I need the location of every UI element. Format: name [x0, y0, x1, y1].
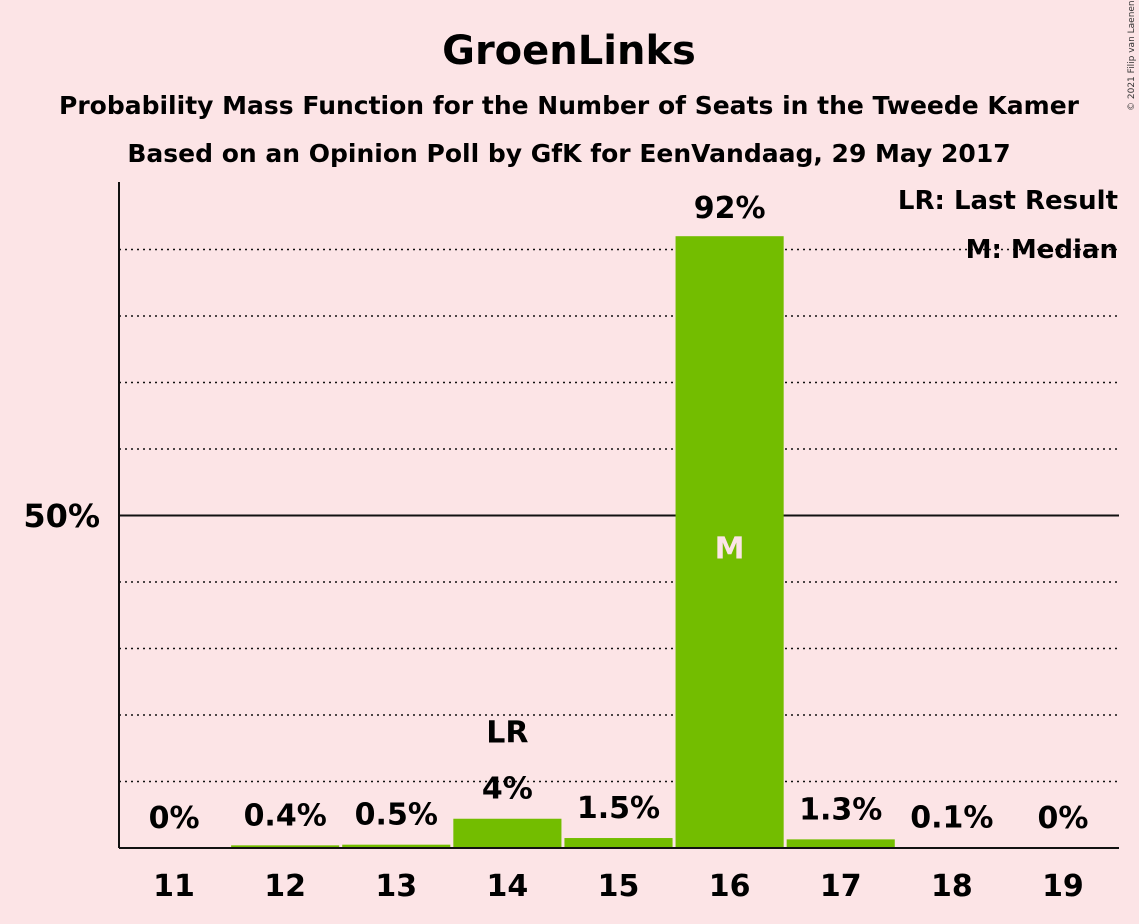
- value-label-11: 0%: [149, 801, 200, 836]
- chart-subtitle-2: Based on an Opinion Poll by GfK for EenV…: [127, 139, 1010, 168]
- bars: [231, 236, 1006, 848]
- chart-subtitle-1: Probability Mass Function for the Number…: [59, 91, 1080, 120]
- bar-12: [231, 845, 340, 848]
- legend-last-result: LR: Last Result: [898, 186, 1118, 216]
- x-tick-15: 15: [598, 869, 640, 904]
- value-label-14: 4%: [482, 772, 533, 807]
- bar-17: [786, 839, 895, 848]
- value-label-18: 0.1%: [910, 800, 993, 835]
- bar-15: [564, 838, 673, 848]
- gridlines: [119, 248, 1119, 783]
- copyright-credit: © 2021 Filip van Laenen: [1127, 0, 1137, 111]
- y-tick-50: 50%: [23, 497, 100, 535]
- x-tick-14: 14: [487, 869, 529, 904]
- value-label-17: 1.3%: [799, 792, 882, 827]
- chart-title: GroenLinks: [442, 28, 696, 74]
- bar-14: [453, 818, 562, 848]
- x-tick-19: 19: [1042, 869, 1084, 904]
- data-labels: 0% 0.4% 0.5% 4% LR 1.5% 92% M 1.3% 0.1% 0%: [149, 191, 1089, 836]
- median-marker: M: [715, 532, 745, 567]
- x-tick-18: 18: [931, 869, 973, 904]
- value-label-19: 0%: [1037, 801, 1088, 836]
- bar-13: [342, 844, 451, 848]
- value-label-16: 92%: [694, 191, 766, 226]
- x-tick-11: 11: [153, 869, 195, 904]
- x-tick-labels: 11 12 13 14 15 16 17 18 19: [153, 869, 1084, 904]
- legend-median: M: Median: [966, 235, 1118, 265]
- value-label-13: 0.5%: [355, 798, 438, 833]
- x-tick-13: 13: [375, 869, 417, 904]
- x-tick-16: 16: [709, 869, 751, 904]
- bar-16: [675, 236, 784, 848]
- last-result-marker: LR: [486, 716, 528, 751]
- value-label-15: 1.5%: [577, 791, 660, 826]
- value-label-12: 0.4%: [244, 798, 327, 833]
- x-tick-17: 17: [820, 869, 862, 904]
- x-tick-12: 12: [264, 869, 306, 904]
